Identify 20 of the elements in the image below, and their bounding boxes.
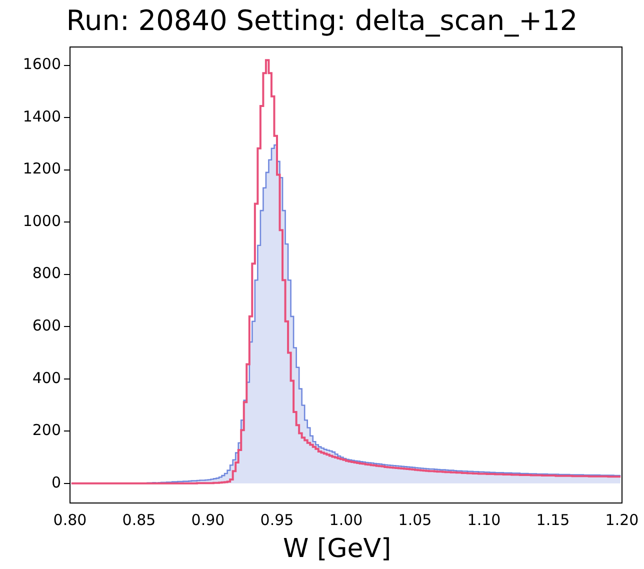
y-tick-label: 600	[32, 316, 61, 334]
x-tick-label: 1.10	[467, 510, 501, 529]
y-tick-label: 0	[51, 473, 61, 492]
x-tick-label: 0.95	[260, 510, 294, 529]
x-tick-label: 0.85	[122, 510, 156, 529]
x-tick-label: 1.15	[536, 510, 570, 529]
x-tick-label: 0.90	[191, 510, 225, 529]
y-tick-label: 200	[32, 421, 61, 440]
y-tick-label: 1200	[22, 160, 61, 178]
y-tick-label: 400	[32, 368, 61, 387]
x-tick-label: 1.05	[398, 510, 432, 529]
x-tick-label: 1.20	[605, 510, 639, 529]
y-tick-label: 800	[32, 264, 61, 282]
y-tick-label: 1000	[22, 212, 61, 230]
chart-title: Run: 20840 Setting: delta_scan_+12	[65, 4, 579, 37]
y-tick-label: 1600	[22, 55, 61, 74]
x-tick-label: 1.00	[329, 510, 363, 529]
x-tick-label: 0.80	[53, 510, 87, 529]
y-tick-label: 1400	[22, 107, 61, 126]
x-axis-title: W [GeV]	[282, 534, 392, 564]
